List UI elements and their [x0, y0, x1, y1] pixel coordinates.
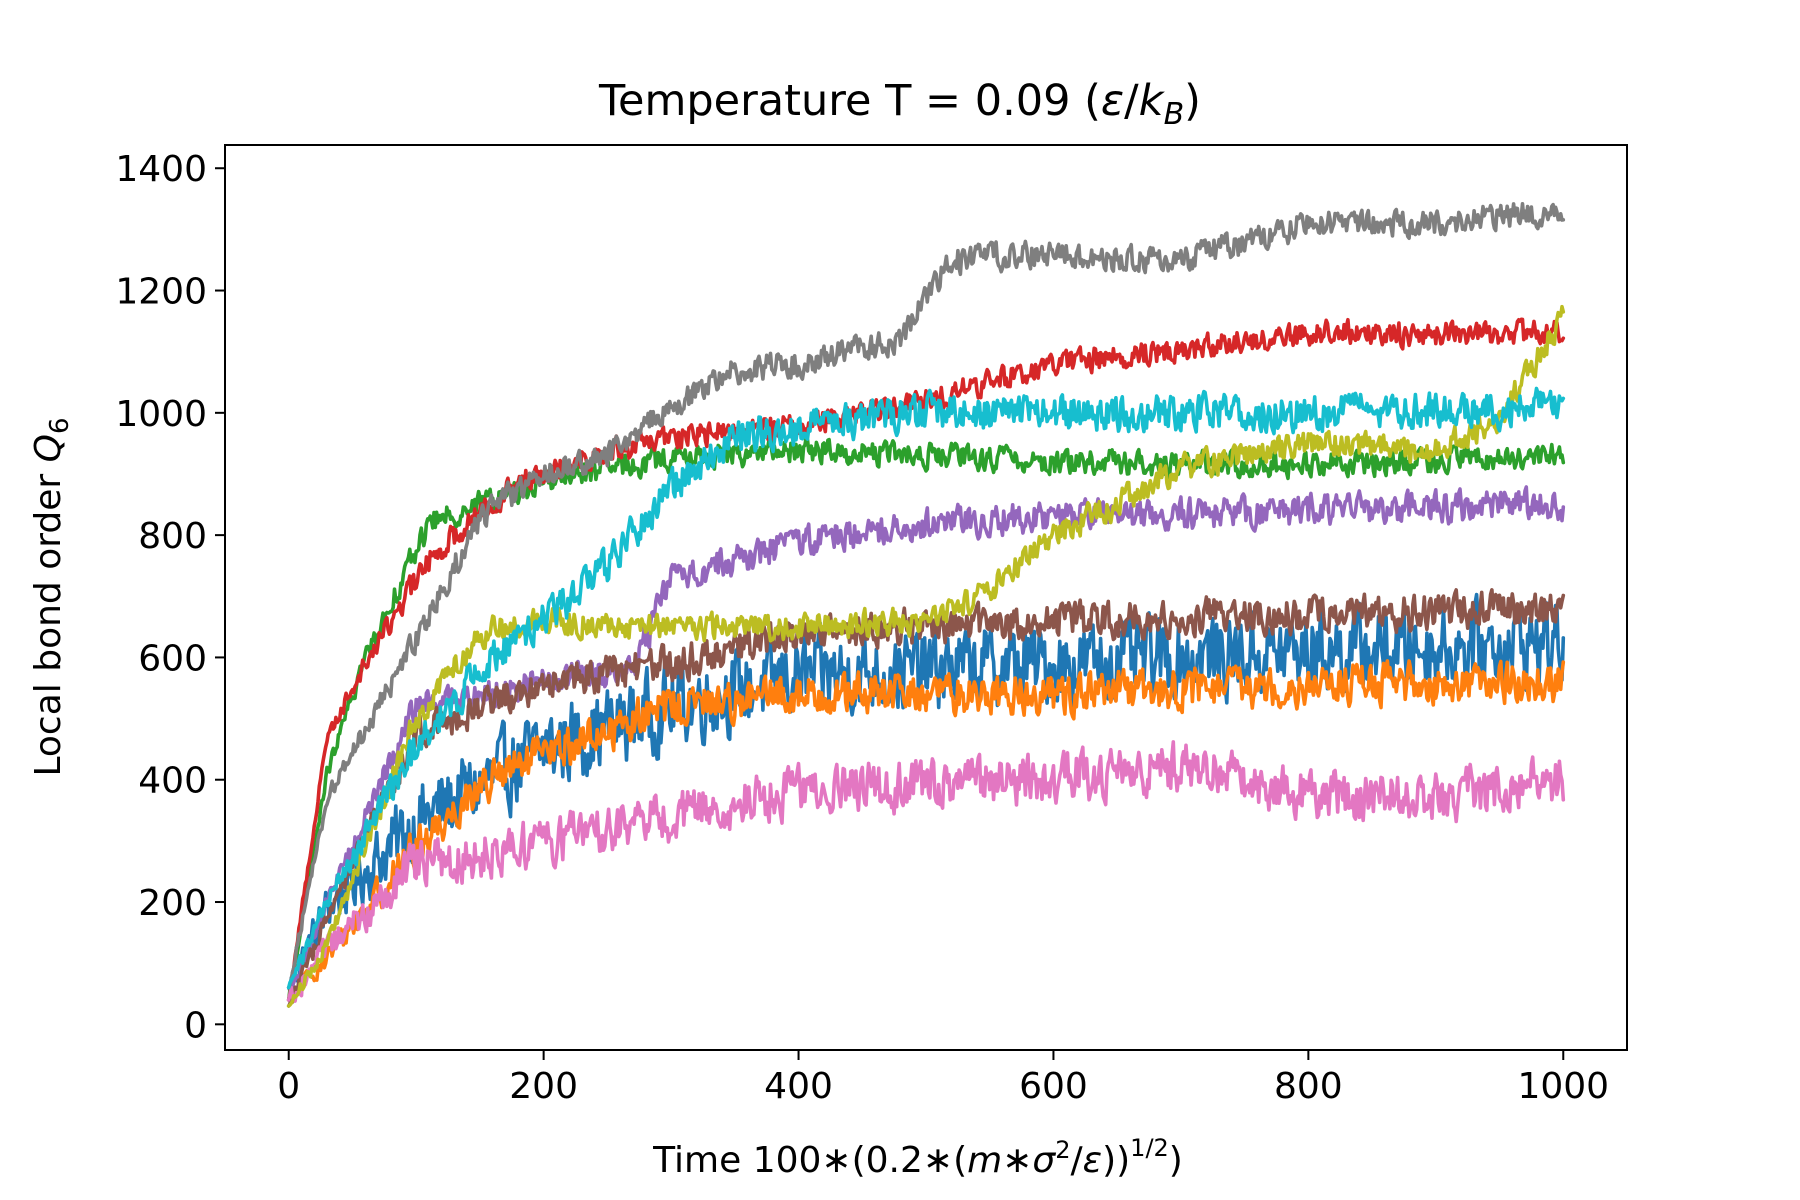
y-tick-label: 200	[138, 883, 207, 924]
y-tick-label: 1000	[115, 394, 207, 435]
y-axis-label: Local bond order Q6	[28, 417, 75, 776]
series-line-9	[286, 304, 1566, 1008]
y-axis: 0 200 400 600 800 1000 1200 1400	[115, 149, 225, 1046]
x-tick-label: 400	[764, 1066, 833, 1107]
x-axis-label: Time 100∗(0.2∗(m∗σ2/ε))1/2)	[652, 1134, 1183, 1181]
y-tick-label: 1200	[115, 272, 207, 313]
y-tick-label: 1400	[115, 149, 207, 190]
series-line-8	[286, 202, 1566, 990]
x-tick-label: 800	[1274, 1066, 1343, 1107]
x-tick-label: 0	[277, 1066, 300, 1107]
series-line-7	[286, 740, 1566, 1003]
y-tick-label: 0	[184, 1005, 207, 1046]
x-tick-label: 600	[1019, 1066, 1088, 1107]
x-tick-label: 1000	[1517, 1066, 1609, 1107]
y-tick-label: 800	[138, 516, 207, 557]
series-line-2	[286, 659, 1566, 1002]
series-layer	[286, 202, 1566, 1008]
series-line-1	[286, 592, 1566, 993]
series-line-10	[286, 386, 1566, 990]
y-tick-label: 400	[138, 761, 207, 802]
plot-area-frame	[224, 144, 1628, 1051]
x-axis: 0 200 400 600 800 1000	[277, 1050, 1609, 1107]
x-tick-label: 200	[509, 1066, 578, 1107]
chart-title: Temperature T = 0.09 (ε/kB)	[598, 76, 1201, 132]
series-line-6	[286, 588, 1566, 1008]
y-tick-label: 600	[138, 638, 207, 679]
